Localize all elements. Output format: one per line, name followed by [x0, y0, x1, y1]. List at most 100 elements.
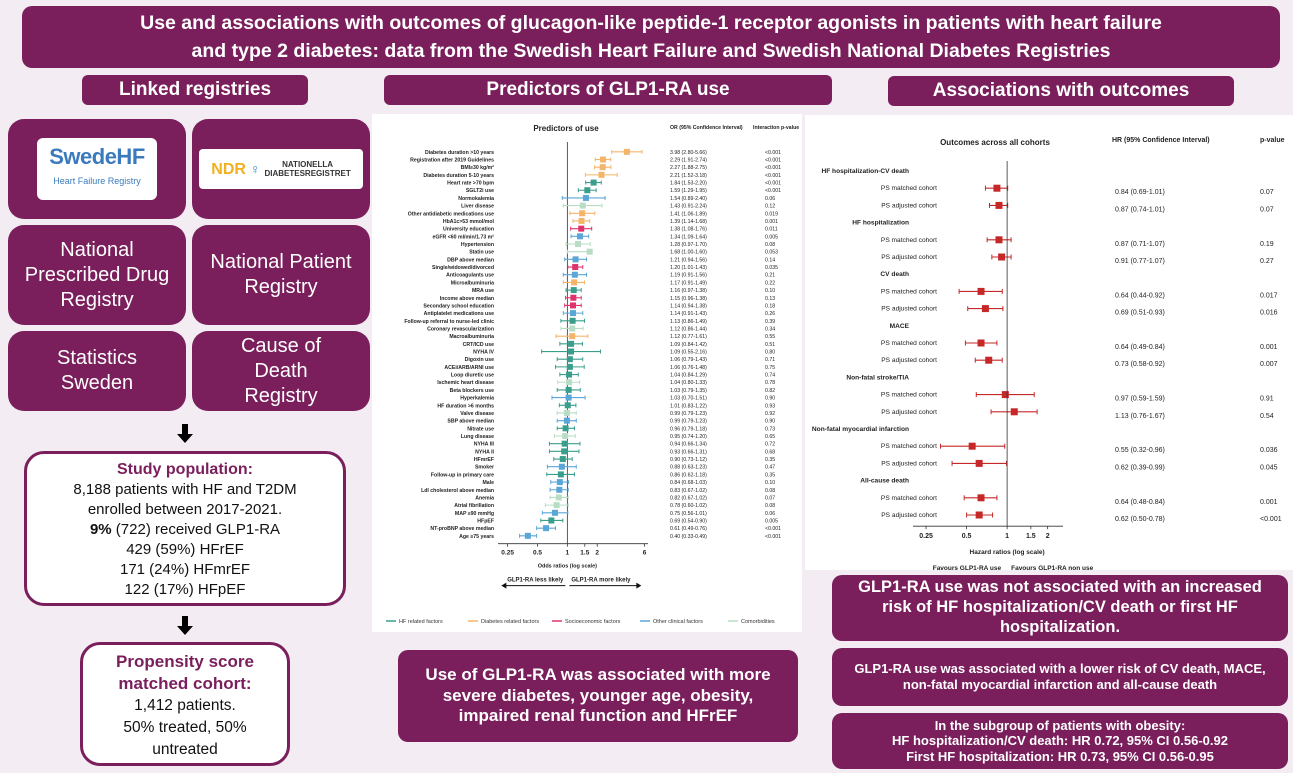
predictors-p-value: <0.001 [765, 173, 781, 179]
predictors-or-value: 1.12 (0.77-1.61) [670, 334, 707, 340]
predictors-or-value: 1.12 (0.86-1.44) [670, 326, 707, 332]
outcomes-group-label: CV death [880, 271, 909, 278]
predictors-row-label: Smoker [475, 465, 494, 471]
predictors-p-value: 0.13 [765, 296, 775, 302]
predictors-p-value: 0.34 [765, 326, 775, 332]
predictors-p-value: 0.12 [765, 204, 775, 210]
predictors-point-estimate [579, 210, 586, 217]
outcomes-point-estimate [968, 442, 976, 450]
predictors-point-estimate [586, 248, 593, 255]
outcomes-p-value: 0.007 [1260, 361, 1278, 368]
predictors-p-value: 0.005 [765, 518, 778, 524]
predictors-point-estimate [576, 233, 583, 240]
predictors-point-estimate [562, 433, 569, 439]
predictors-point-estimate [561, 448, 568, 455]
predictors-row-label: Other antidiabetic medications use [408, 211, 494, 217]
poster-title: Use and associations with outcomes of gl… [22, 6, 1280, 68]
outcomes-point-estimate [981, 305, 989, 313]
study-population-title: Study population: [117, 461, 253, 478]
predictors-or-value: 1.09 (0.55-2.16) [670, 350, 707, 356]
predictors-or-value: 1.41 (1.06-1.89) [670, 211, 707, 217]
study-population-line-5: 171 (24%) HFmrEF [119, 561, 251, 578]
outcomes-conclusion-3: In the subgroup of patients with obesity… [832, 713, 1288, 769]
predictors-point-estimate [570, 294, 577, 301]
predictors-point-estimate [563, 409, 570, 416]
predictors-or-value: 1.04 (0.84-1.29) [670, 373, 707, 379]
predictors-or-value: 1.17 (0.91-1.49) [670, 280, 707, 286]
title-line-1: Use and associations with outcomes of gl… [140, 12, 1162, 34]
outcomes-row-label: PS matched cohort [881, 288, 937, 295]
outcomes-hr-value: 0.97 (0.59-1.59) [1115, 396, 1165, 403]
outcomes-point-estimate [1010, 408, 1018, 416]
outcomes-row-label: PS adjusted cohort [881, 460, 937, 467]
predictors-p-value: 0.68 [765, 449, 775, 455]
outcomes-point-estimate [1001, 391, 1009, 399]
outcomes-x-tick-label: 2 [1046, 533, 1050, 540]
predictors-row-label: Male [482, 480, 494, 486]
predictors-x-tick-label: 1.5 [580, 550, 589, 557]
outcomes-hr-value: 1.13 (0.76-1.67) [1115, 413, 1165, 420]
predictors-x-tick-label: 0.25 [501, 550, 514, 557]
predictors-p-value: 0.51 [765, 342, 775, 348]
outcomes-p-value: 0.07 [1260, 189, 1274, 196]
predictors-p-value: 0.75 [765, 365, 775, 371]
predictors-p-value: 0.39 [765, 319, 775, 325]
outcomes-group-label: All-cause death [860, 478, 909, 485]
predictors-row-label: Secondary school education [423, 303, 494, 309]
predictors-or-value: 0.84 (0.68-1.03) [670, 480, 707, 486]
outcomes-point-estimate [993, 184, 1001, 192]
psm-line-2: 50% treated, 50% [123, 719, 247, 736]
predictors-arrow-left-label: GLP1-RA less likely [507, 578, 564, 584]
predictors-row-label: Hypertension [461, 242, 494, 248]
registry-national-patient: National Patient Registry [192, 225, 370, 325]
predictors-row-label: HbA1c>53 mmol/mol [443, 219, 495, 225]
predictors-or-value: 1.84 (1.53-2.20) [670, 181, 707, 187]
predictors-p-value: 0.92 [765, 411, 775, 417]
predictors-row-label: SBP above median [447, 419, 494, 425]
predictors-row-label: Statin use [469, 250, 494, 256]
outcomes-hr-value: 0.87 (0.74-1.01) [1115, 206, 1165, 213]
outcomes-hr-value: 0.91 (0.77-1.07) [1115, 258, 1165, 265]
predictors-or-value: 2.29 (1.91-2.74) [670, 158, 707, 164]
predictors-or-value: 1.39 (1.14-1.68) [670, 219, 707, 225]
predictors-point-estimate [556, 479, 563, 486]
psm-title-line-2: matched cohort: [118, 674, 252, 693]
outcomes-conclusion-1: GLP1-RA use was not associated with an i… [832, 575, 1288, 641]
predictors-point-estimate [568, 348, 575, 355]
outcomes-group-label: HF hospitalization-CV death [821, 168, 909, 175]
predictors-or-value: 1.28 (0.97-1.70) [670, 242, 707, 248]
predictors-row-label: Registration after 2019 Guidelines [410, 158, 494, 164]
outcomes-row-label: PS adjusted cohort [881, 202, 937, 209]
predictors-point-estimate [543, 525, 550, 532]
outcomes-hr-value: 0.87 (0.71-1.07) [1115, 241, 1165, 248]
predictors-row-label: SGLT2i use [466, 188, 494, 194]
ndr-logo-text: NDR [211, 160, 246, 178]
outcomes-group-label: Non-fatal stroke/TIA [846, 374, 909, 381]
registry-cause-of-death: Cause of Death Registry [192, 331, 370, 411]
predictors-p-value: 0.053 [765, 250, 778, 256]
outcomes-hr-value: 0.62 (0.39-0.99) [1115, 464, 1165, 471]
outcomes-x-tick-label: 1 [1005, 533, 1009, 540]
predictors-p-value: 0.18 [765, 303, 775, 309]
predictors-point-estimate [561, 440, 568, 447]
predictors-legend-label: Comorbidities [741, 619, 775, 625]
predictors-point-estimate [566, 371, 573, 378]
predictors-row-label: Digoxin use [465, 357, 495, 363]
predictors-x-tick-label: 1 [566, 550, 570, 557]
predictors-or-value: 0.94 (0.66-1.34) [670, 442, 707, 448]
ndr-logo-tile: NDR ♀ NATIONELLA DIABETESREGISTRET [192, 119, 370, 219]
predictors-point-estimate [564, 402, 571, 409]
predictors-row-label: Atrial fibrillation [454, 503, 494, 509]
outcomes-point-estimate [998, 253, 1006, 261]
predictors-point-estimate [558, 463, 565, 470]
predictors-point-estimate [556, 486, 563, 493]
predictors-point-estimate [568, 340, 575, 347]
predictors-legend-label: Socioeconomic factors [565, 619, 621, 625]
predictors-row-label: Hyperkalemia [460, 396, 494, 402]
predictors-row-label: Valve disease [460, 411, 494, 417]
outcomes-heading: Associations with outcomes [888, 76, 1234, 106]
outcomes-x-tick-label: 0.25 [919, 533, 933, 540]
predictors-or-value: 0.75 (0.56-1.01) [670, 511, 707, 517]
study-population-line-4: 429 (59%) HFrEF [126, 541, 244, 558]
predictors-legend-label: Diabetes related factors [481, 619, 539, 625]
